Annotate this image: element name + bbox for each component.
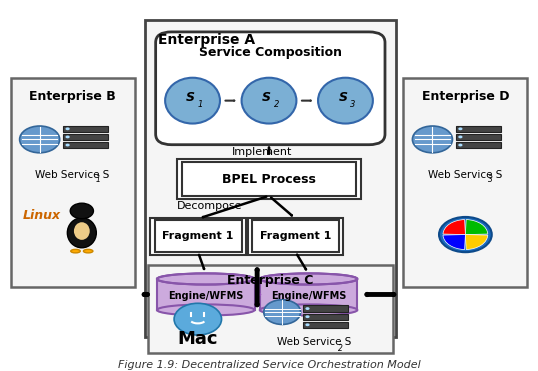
Ellipse shape — [165, 78, 220, 124]
Text: Engine/WFMS: Engine/WFMS — [168, 291, 243, 301]
Text: Linux: Linux — [22, 209, 60, 222]
Text: BPEL Process: BPEL Process — [222, 173, 316, 186]
Bar — [145, 20, 395, 337]
Ellipse shape — [242, 78, 296, 124]
Circle shape — [306, 324, 309, 326]
Bar — [248, 218, 343, 255]
Bar — [260, 279, 357, 310]
Wedge shape — [465, 220, 488, 234]
Bar — [63, 126, 108, 132]
Bar — [456, 126, 501, 132]
Circle shape — [306, 307, 309, 310]
Text: Fragment 1: Fragment 1 — [162, 232, 234, 241]
Bar — [303, 305, 348, 312]
Text: Engine/WFMS: Engine/WFMS — [271, 291, 346, 301]
Circle shape — [458, 127, 463, 130]
Text: 2: 2 — [338, 344, 343, 353]
Circle shape — [458, 135, 463, 138]
Text: Service Composition: Service Composition — [199, 46, 342, 59]
Bar — [252, 220, 339, 252]
Bar — [63, 142, 108, 148]
Circle shape — [413, 126, 452, 153]
Text: Enterprise D: Enterprise D — [422, 90, 509, 103]
Text: 1: 1 — [95, 175, 101, 184]
Text: 1: 1 — [197, 100, 203, 109]
Text: Enterprise C: Enterprise C — [227, 275, 314, 288]
Bar — [303, 313, 348, 320]
Circle shape — [174, 303, 222, 335]
Bar — [456, 142, 501, 148]
Text: Decompose: Decompose — [176, 201, 242, 211]
Bar — [182, 162, 356, 196]
Circle shape — [66, 135, 70, 138]
Text: Web Service S: Web Service S — [428, 170, 502, 180]
FancyBboxPatch shape — [155, 32, 385, 145]
Bar — [63, 134, 108, 140]
Ellipse shape — [83, 249, 93, 253]
Text: Mac: Mac — [178, 330, 218, 348]
Text: S: S — [338, 91, 348, 104]
Bar — [148, 265, 393, 352]
Text: Web Service S: Web Service S — [277, 337, 351, 347]
Bar — [303, 322, 348, 328]
Circle shape — [439, 217, 492, 252]
Text: Fragment 1: Fragment 1 — [260, 232, 331, 241]
Circle shape — [66, 127, 70, 130]
Text: S: S — [186, 91, 194, 104]
Circle shape — [70, 203, 94, 219]
Ellipse shape — [67, 218, 96, 248]
Circle shape — [458, 144, 463, 147]
Text: Web Service S: Web Service S — [36, 170, 110, 180]
Text: 3: 3 — [350, 100, 356, 109]
Ellipse shape — [157, 273, 254, 285]
Wedge shape — [465, 234, 488, 250]
Bar — [176, 159, 362, 199]
Text: Enterprise A: Enterprise A — [158, 33, 256, 47]
Ellipse shape — [157, 305, 254, 316]
Bar — [404, 78, 527, 288]
Circle shape — [306, 315, 309, 318]
Text: 3: 3 — [489, 175, 493, 184]
Bar — [154, 220, 242, 252]
Circle shape — [66, 144, 70, 147]
Text: S: S — [262, 91, 271, 104]
Text: 2: 2 — [274, 100, 279, 109]
Circle shape — [264, 300, 301, 324]
Bar — [157, 279, 254, 310]
Ellipse shape — [318, 78, 373, 124]
Circle shape — [19, 126, 60, 153]
Bar — [150, 218, 246, 255]
Text: Enterprise B: Enterprise B — [29, 90, 116, 103]
Ellipse shape — [260, 273, 357, 285]
Wedge shape — [443, 234, 465, 250]
Wedge shape — [443, 220, 465, 234]
Text: Implement: Implement — [232, 147, 293, 157]
Ellipse shape — [71, 249, 80, 253]
Ellipse shape — [74, 222, 90, 240]
Text: Figure 1.9: Decentralized Service Orchestration Model: Figure 1.9: Decentralized Service Orches… — [118, 360, 420, 370]
Ellipse shape — [260, 305, 357, 316]
Bar — [456, 134, 501, 140]
Bar — [11, 78, 134, 288]
